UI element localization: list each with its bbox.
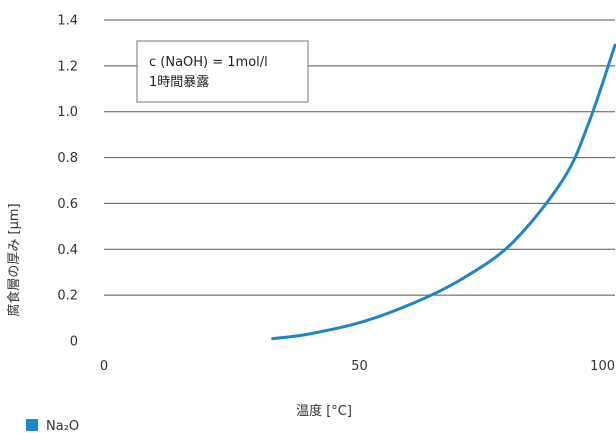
y-tick-label: 1.4 [57, 14, 78, 29]
x-tick-label: 50 [351, 359, 368, 374]
y-tick-label: 0.8 [57, 151, 78, 166]
y-axis-title: 腐食層の厚み [µm] [6, 203, 22, 316]
legend-label: Na₂O [46, 419, 79, 433]
y-tick-labels: 0 0.2 0.4 0.6 0.8 1.0 1.2 1.4 [57, 14, 78, 350]
y-tick-label: 0.4 [57, 243, 78, 258]
y-tick-label: 0 [70, 335, 78, 350]
x-tick-label: 100 [590, 359, 615, 374]
annotation-line-1: c (NaOH) = 1mol/l [149, 55, 268, 70]
x-axis-title: 温度 [°C] [296, 403, 352, 419]
legend-swatch [26, 419, 38, 431]
series-line-0 [271, 43, 616, 341]
y-tick-label: 0.6 [57, 197, 78, 212]
annotation-line-2: 1時間暴露 [149, 75, 209, 90]
annotation-box: c (NaOH) = 1mol/l 1時間暴露 [136, 40, 309, 103]
x-tick-label: 0 [100, 359, 108, 374]
legend: Na₂O [26, 419, 79, 433]
annotation-frame [136, 40, 309, 103]
x-tick-labels: 0 50 100 [100, 359, 615, 374]
y-tick-label: 0.2 [57, 289, 78, 304]
series [271, 43, 616, 341]
y-tick-label: 1.2 [57, 59, 78, 74]
y-tick-label: 1.0 [57, 105, 78, 120]
